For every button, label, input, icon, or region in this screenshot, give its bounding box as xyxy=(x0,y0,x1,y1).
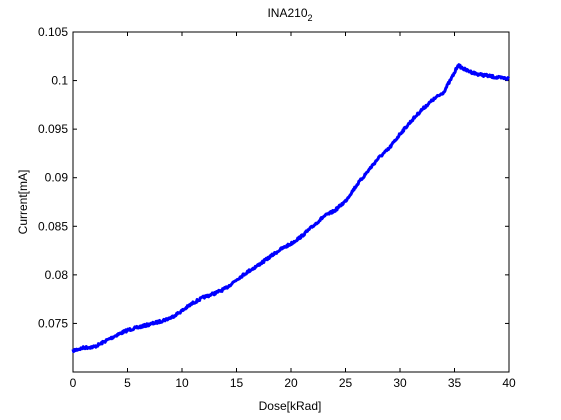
chart-title: INA2102 xyxy=(267,6,312,23)
x-tick-label: 35 xyxy=(448,376,462,390)
y-tick-label: 0.1 xyxy=(51,74,68,88)
chart-title-main: INA210 xyxy=(267,6,307,20)
x-tick-label: 40 xyxy=(502,376,516,390)
x-tick-label: 25 xyxy=(339,376,353,390)
y-tick-label: 0.085 xyxy=(38,219,68,233)
y-tick-label: 0.075 xyxy=(38,316,68,330)
x-tick-label: 15 xyxy=(230,376,244,390)
chart-title-subscript: 2 xyxy=(308,13,313,23)
y-tick-label: 0.08 xyxy=(45,268,69,282)
y-tick-label: 0.105 xyxy=(38,25,68,39)
plot-area xyxy=(73,32,509,372)
x-tick-label: 0 xyxy=(70,376,77,390)
y-axis-label: Current[mA] xyxy=(16,170,30,235)
x-tick-label: 10 xyxy=(175,376,189,390)
x-tick-label: 5 xyxy=(124,376,131,390)
y-tick-label: 0.09 xyxy=(45,171,69,185)
y-tick-label: 0.095 xyxy=(38,122,68,136)
x-axis-label: Dose[kRad] xyxy=(259,399,322,413)
x-tick-label: 20 xyxy=(284,376,298,390)
x-tick-label: 30 xyxy=(393,376,407,390)
